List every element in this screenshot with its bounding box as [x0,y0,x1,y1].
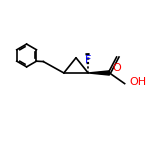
Text: OH: OH [129,77,146,87]
Text: O: O [113,63,121,73]
Polygon shape [88,71,109,75]
Text: F: F [85,55,91,65]
